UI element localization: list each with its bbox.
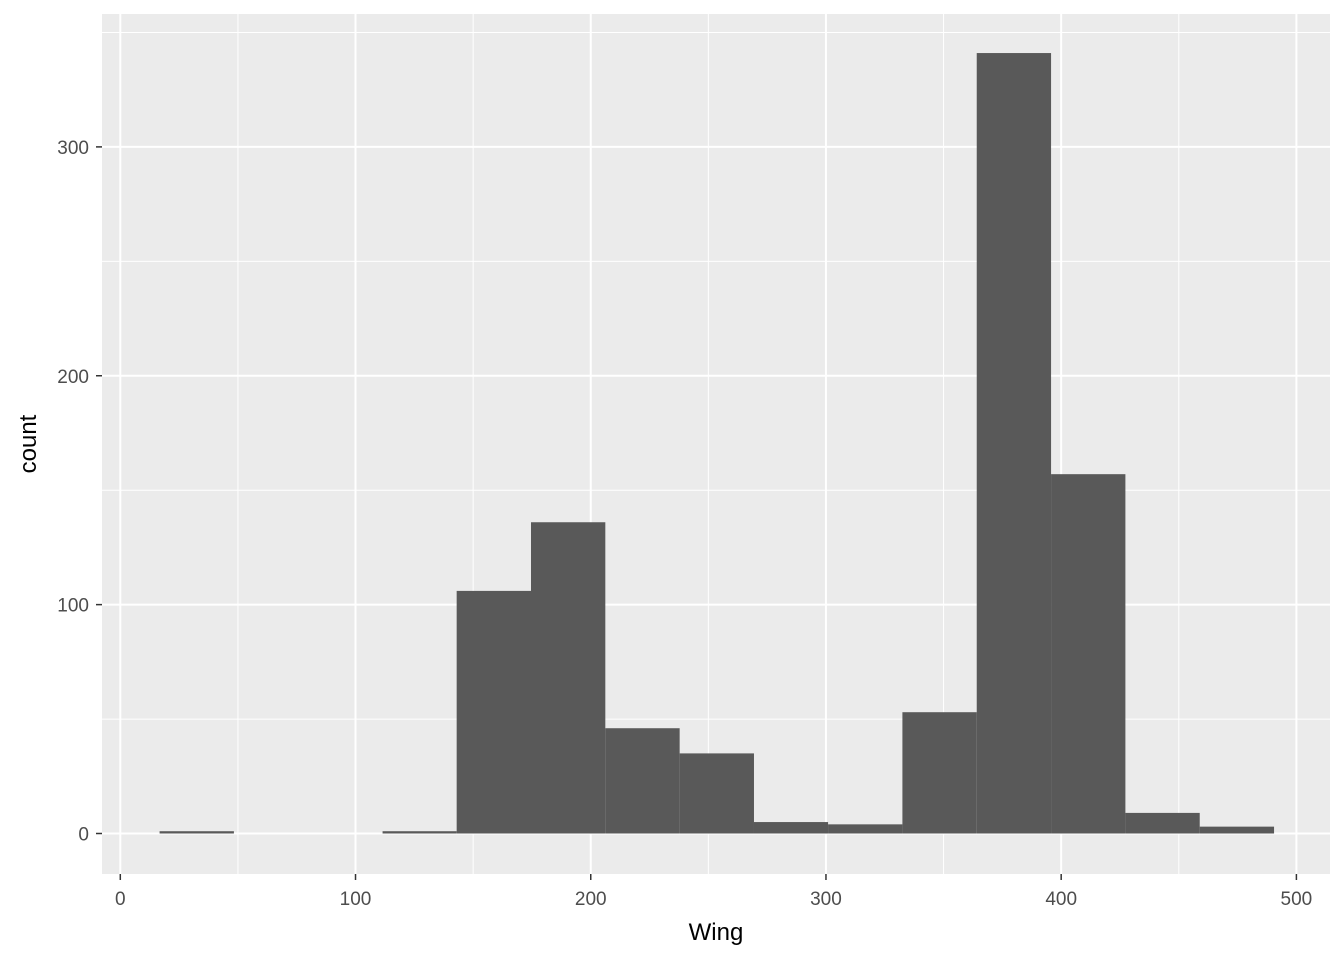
histogram-bar [530, 522, 606, 834]
y-tick-label: 0 [78, 825, 89, 846]
histogram-bar [902, 712, 977, 834]
plot-panel [102, 14, 1330, 874]
histogram-bar [976, 53, 1052, 834]
x-tick-label: 500 [1281, 889, 1313, 910]
histogram-bar [828, 824, 903, 834]
x-axis: 0 100 200 300 400 500 [115, 874, 1312, 910]
x-tick-label: 200 [575, 889, 607, 910]
x-tick-label: 400 [1045, 889, 1077, 910]
x-tick-label: 0 [115, 889, 126, 910]
histogram-bar [1051, 474, 1126, 834]
y-axis: 0 100 200 300 [57, 138, 102, 846]
y-axis-title: count [15, 414, 42, 473]
x-tick-label: 100 [340, 889, 372, 910]
histogram-bar [1199, 826, 1275, 834]
histogram-bar [679, 753, 754, 834]
y-tick-label: 300 [57, 138, 89, 159]
histogram-bar [1125, 812, 1200, 834]
histogram-bar [753, 822, 829, 834]
histogram-bar [456, 590, 531, 834]
x-tick-label: 300 [810, 889, 842, 910]
histogram-bar [382, 831, 457, 834]
histogram-bars [159, 53, 1275, 834]
major-gridlines-x [119, 14, 1298, 874]
x-axis-title: Wing [689, 919, 744, 946]
histogram-bar [159, 831, 234, 834]
histogram-bar [605, 728, 680, 834]
y-tick-label: 100 [57, 596, 89, 617]
y-tick-label: 200 [57, 367, 89, 388]
